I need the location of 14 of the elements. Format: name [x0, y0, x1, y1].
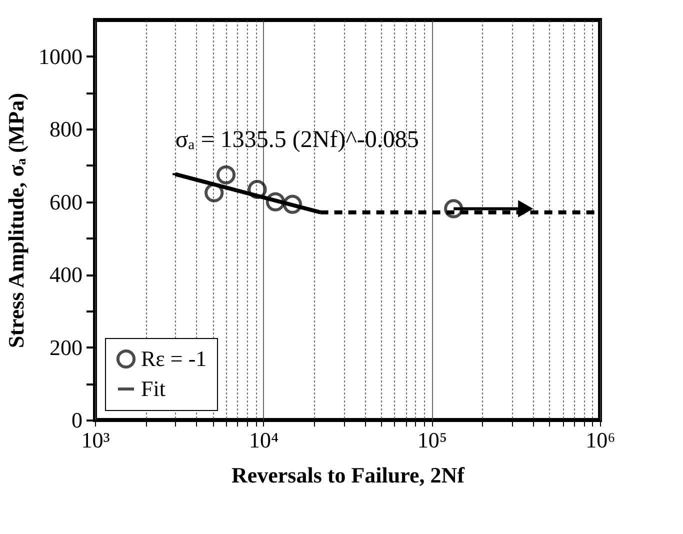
y-tick-label: 600: [50, 189, 82, 214]
x-tick-label: 10⁵: [417, 428, 448, 452]
legend-label: Fit: [141, 376, 166, 401]
y-tick-label: 0: [72, 408, 82, 432]
legend-label: Rε = -1: [141, 346, 207, 371]
y-axis-title: Stress Amplitude, σₐ (MPa): [4, 92, 28, 348]
x-tick-label: 10⁶: [586, 428, 616, 452]
y-tick-label: 800: [50, 116, 82, 142]
x-tick-label: 10⁴: [248, 428, 279, 452]
x-axis-title: Reversals to Failure, 2Nf: [232, 462, 466, 488]
y-tick-label: 400: [50, 262, 82, 288]
y-tick-label: 1000: [38, 44, 82, 69]
y-tick-label: 200: [50, 334, 82, 360]
x-tick-label: 10³: [81, 428, 110, 452]
